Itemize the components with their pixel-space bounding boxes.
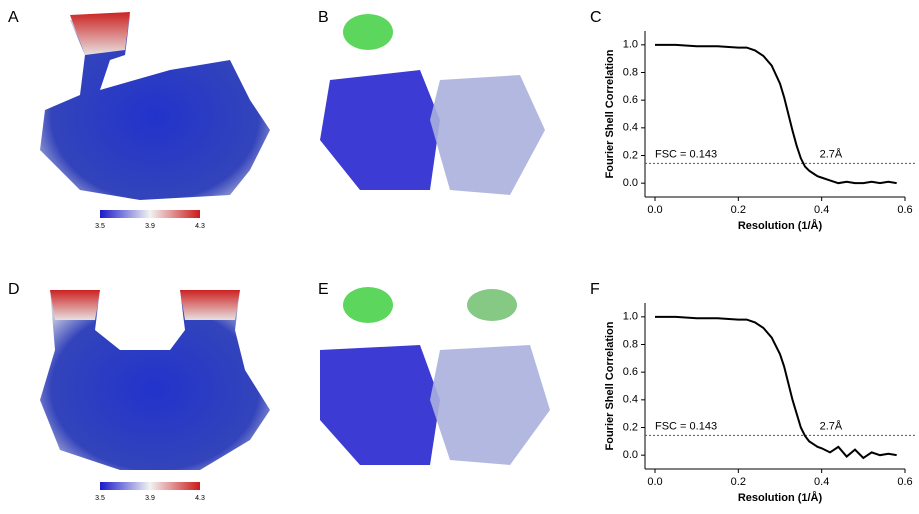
colorbar-tick-label: 3.9 [145, 495, 155, 502]
y-tick-label: 0.2 [623, 149, 638, 161]
x-tick-label: 0.6 [897, 204, 912, 216]
x-axis-title: Resolution (1/Å) [738, 491, 823, 504]
map-d [40, 290, 270, 470]
x-tick-label: 0.4 [814, 476, 829, 488]
colorbar-tick-label: 3.5 [95, 495, 105, 502]
x-tick-label: 0.4 [814, 204, 829, 216]
y-tick-label: 0.8 [623, 338, 638, 350]
colorbar-tick-label: 3.9 [145, 223, 155, 230]
panel-label: E [318, 281, 329, 298]
threshold-label: FSC = 0.143 [655, 148, 717, 160]
resolution-label: 2.7Å [820, 419, 843, 432]
x-tick-label: 0.0 [647, 204, 662, 216]
panel-label: A [8, 9, 19, 26]
x-tick-label: 0.0 [647, 476, 662, 488]
y-tick-label: 0.0 [623, 177, 638, 189]
y-tick-label: 0.2 [623, 421, 638, 433]
colorbar-tick-label: 3.5 [95, 223, 105, 230]
fsc-curve [655, 43, 897, 185]
x-tick-label: 0.6 [897, 476, 912, 488]
y-axis-title: Fourier Shell Correlation [604, 49, 616, 178]
y-tick-label: 0.8 [623, 66, 638, 78]
y-tick-label: 0.6 [623, 366, 638, 378]
x-axis-title: Resolution (1/Å) [738, 219, 823, 232]
y-tick-label: 0.4 [623, 122, 638, 134]
y-axis-title: Fourier Shell Correlation [604, 321, 616, 450]
colorbar-tick-label: 4.3 [195, 223, 205, 230]
panel-label: B [318, 9, 329, 26]
y-tick-label: 0.0 [623, 449, 638, 461]
y-tick-label: 1.0 [623, 311, 638, 323]
y-tick-label: 1.0 [623, 39, 638, 51]
colorbar-tick-label: 4.3 [195, 495, 205, 502]
y-tick-label: 0.6 [623, 94, 638, 106]
resolution-label: 2.7Å [820, 147, 843, 160]
colorbar [100, 482, 200, 490]
ribbon-e [320, 287, 550, 465]
ribbon-b [320, 14, 545, 195]
colorbar [100, 210, 200, 218]
fsc-curve [655, 315, 897, 460]
panel-label: C [590, 9, 602, 26]
panel-label: D [8, 281, 20, 298]
x-tick-label: 0.2 [731, 204, 746, 216]
y-tick-label: 0.4 [623, 394, 638, 406]
x-tick-label: 0.2 [731, 476, 746, 488]
panel-label: F [590, 281, 600, 298]
map-a [40, 12, 270, 200]
threshold-label: FSC = 0.143 [655, 420, 717, 432]
